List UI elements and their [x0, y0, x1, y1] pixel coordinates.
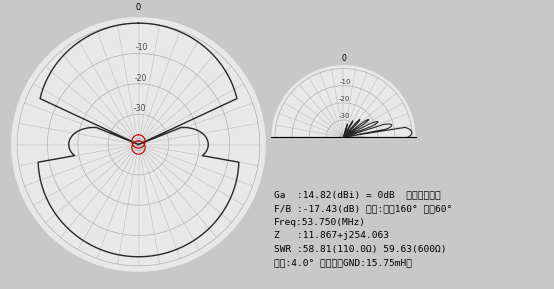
Text: -20: -20 [339, 96, 350, 102]
Text: -10: -10 [340, 79, 351, 85]
Text: Ga  :14.82(dBi) = 0dB  （水平偏波）
F/B :-17.43(dB) 後方:水平160° 垂直60°
Freq:53.750(MHz)
Z: Ga :14.82(dBi) = 0dB （水平偏波） F/B :-17.43(… [274, 191, 453, 268]
Text: 0: 0 [341, 54, 346, 63]
Text: -30: -30 [134, 104, 146, 113]
Text: -30: -30 [338, 113, 350, 119]
Text: -20: -20 [135, 74, 147, 83]
Text: -10: -10 [136, 43, 148, 52]
Text: 0: 0 [136, 3, 141, 12]
